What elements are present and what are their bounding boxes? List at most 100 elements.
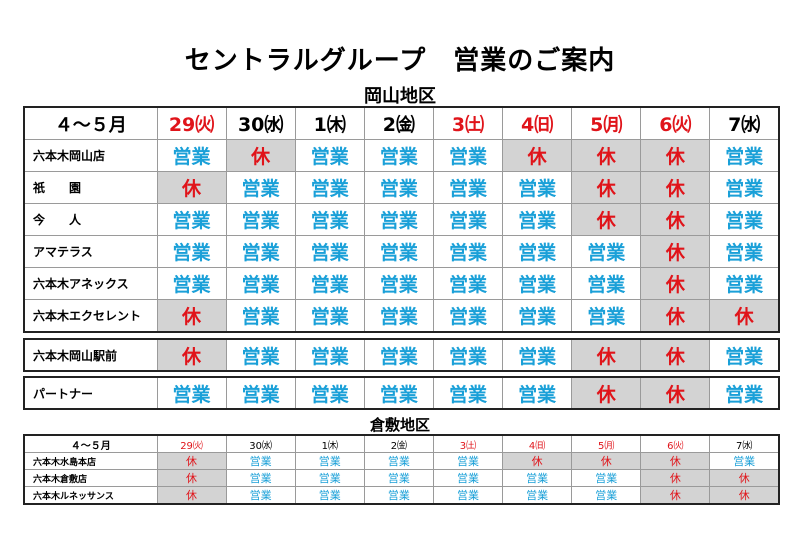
- closed-status: 休: [571, 338, 642, 372]
- store-name: 六本木アネックス: [23, 267, 158, 300]
- store-name: 六本木岡山駅前: [23, 338, 158, 372]
- open-status: 営業: [363, 139, 434, 172]
- closed-status: 休: [225, 139, 296, 172]
- store-name: 六本木ルネッサンス: [23, 486, 158, 505]
- closed-status: 休: [156, 452, 227, 470]
- closed-status: 休: [571, 139, 642, 172]
- open-status: 営業: [709, 376, 780, 410]
- month-label: ４～５月: [23, 106, 158, 140]
- open-status: 営業: [432, 376, 504, 410]
- open-status: 営業: [156, 203, 227, 236]
- date-header: 2㈮: [363, 434, 434, 453]
- open-status: 営業: [363, 171, 434, 204]
- closed-status: 休: [640, 469, 711, 487]
- open-status: 営業: [363, 486, 434, 505]
- closed-status: 休: [640, 139, 711, 172]
- open-status: 営業: [294, 299, 365, 333]
- date-header: 1㈭: [294, 106, 365, 140]
- closed-status: 休: [502, 139, 573, 172]
- open-status: 営業: [432, 267, 504, 300]
- open-status: 営業: [294, 267, 365, 300]
- store-row: 祇 園休営業 営業 営業 営業 営業休休営業: [23, 171, 780, 204]
- date-header: 6㈫: [640, 106, 711, 140]
- store-row: 今 人営業 営業 営業 営業 営業 営業休休営業: [23, 203, 780, 236]
- open-status: 営業: [294, 139, 365, 172]
- open-status: 営業: [225, 203, 296, 236]
- open-status: 営業: [432, 171, 504, 204]
- closed-status: 休: [156, 171, 227, 204]
- open-status: 営業: [502, 203, 573, 236]
- open-status: 営業: [363, 267, 434, 300]
- open-status: 営業: [709, 203, 780, 236]
- closed-status: 休: [640, 171, 711, 204]
- open-status: 営業: [432, 452, 504, 470]
- open-status: 営業: [363, 376, 434, 410]
- open-status: 営業: [363, 338, 434, 372]
- date-header: 4㈰: [502, 434, 573, 453]
- open-status: 営業: [294, 235, 365, 268]
- header-row: ４～５月 29㈫ 30㈬ 1㈭ 2㈮ 3㈯ 4㈰ 5㈪ 6㈫ 7㈬: [23, 106, 780, 140]
- store-name: 六本木倉敷店: [23, 469, 158, 487]
- open-status: 営業: [294, 469, 365, 487]
- open-status: 営業: [571, 299, 642, 333]
- open-status: 営業: [225, 338, 296, 372]
- open-status: 営業: [225, 299, 296, 333]
- open-status: 営業: [294, 486, 365, 505]
- open-status: 営業: [502, 299, 573, 333]
- open-status: 営業: [432, 338, 504, 372]
- store-name: アマテラス: [23, 235, 158, 268]
- open-status: 営業: [294, 376, 365, 410]
- open-status: 営業: [225, 486, 296, 505]
- store-row: 六本木エクセレント休営業 営業 営業 営業 営業 営業休休: [23, 299, 780, 333]
- open-status: 営業: [225, 452, 296, 470]
- open-status: 営業: [502, 486, 573, 505]
- kurashiki-section-title: 倉敷地区: [369, 416, 430, 434]
- open-status: 営業: [294, 171, 365, 204]
- date-header: 7㈬: [709, 434, 780, 453]
- open-status: 営業: [432, 203, 504, 236]
- open-status: 営業: [709, 338, 780, 372]
- open-status: 営業: [432, 486, 504, 505]
- store-name: 六本木エクセレント: [23, 299, 158, 333]
- closed-status: 休: [709, 299, 780, 333]
- open-status: 営業: [502, 235, 573, 268]
- closed-status: 休: [640, 486, 711, 505]
- month-label: ４～５月: [23, 434, 158, 453]
- open-status: 営業: [363, 203, 434, 236]
- store-row: 六本木倉敷店休営業 営業 営業 営業 営業 営業休休: [23, 469, 780, 487]
- open-status: 営業: [432, 469, 504, 487]
- open-status: 営業: [571, 267, 642, 300]
- closed-status: 休: [640, 299, 711, 333]
- open-status: 営業: [571, 486, 642, 505]
- open-status: 営業: [225, 376, 296, 410]
- store-row: 六本木岡山駅前休営業 営業 営業 営業 営業休休営業: [23, 338, 780, 372]
- closed-status: 休: [640, 376, 711, 410]
- open-status: 営業: [294, 338, 365, 372]
- partner-schedule-table: パートナー 営業 営業 営業 営業 営業 営業休休営業: [23, 376, 780, 410]
- open-status: 営業: [502, 171, 573, 204]
- date-header: 3㈯: [432, 106, 504, 140]
- store-row: 六本木水島本店休営業 営業 営業 営業休休休営業: [23, 452, 780, 470]
- open-status: 営業: [709, 139, 780, 172]
- station-schedule-table: 六本木岡山駅前休営業 営業 営業 営業 営業休休営業: [23, 338, 780, 372]
- header-row: ４～５月 29㈫ 30㈬ 1㈭ 2㈮ 3㈯ 4㈰ 5㈪ 6㈫ 7㈬: [23, 434, 780, 453]
- open-status: 営業: [225, 171, 296, 204]
- open-status: 営業: [502, 469, 573, 487]
- store-name: 祇 園: [23, 171, 158, 204]
- open-status: 営業: [432, 235, 504, 268]
- open-status: 営業: [709, 235, 780, 268]
- open-status: 営業: [156, 235, 227, 268]
- open-status: 営業: [294, 203, 365, 236]
- closed-status: 休: [156, 486, 227, 505]
- open-status: 営業: [156, 376, 227, 410]
- okayama-schedule-table: ４～５月 29㈫ 30㈬ 1㈭ 2㈮ 3㈯ 4㈰ 5㈪ 6㈫ 7㈬ 六本木岡山店 営業休営業 営業 営業休…: [23, 106, 780, 333]
- open-status: 営業: [225, 469, 296, 487]
- date-header: 5㈪: [571, 106, 642, 140]
- closed-status: 休: [709, 469, 780, 487]
- open-status: 営業: [571, 469, 642, 487]
- date-header: 1㈭: [294, 434, 365, 453]
- open-status: 営業: [502, 267, 573, 300]
- closed-status: 休: [156, 469, 227, 487]
- open-status: 営業: [363, 469, 434, 487]
- closed-status: 休: [640, 452, 711, 470]
